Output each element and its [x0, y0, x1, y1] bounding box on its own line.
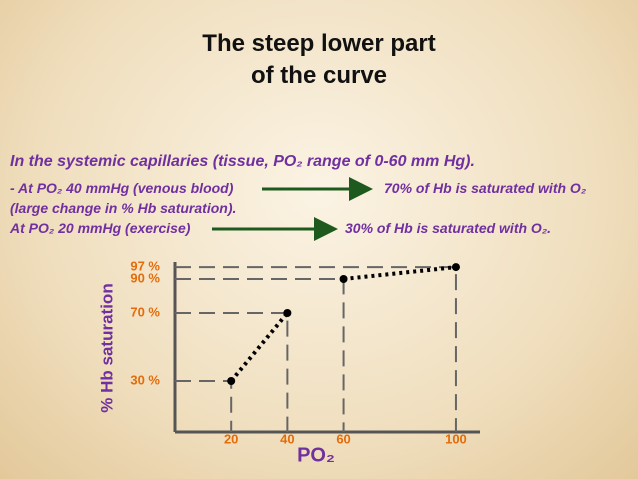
title-line: of the curve — [250, 62, 388, 89]
y-tick-label: 30 % — [130, 372, 160, 387]
y-tick-label: 97 % — [130, 259, 160, 274]
text: 70% of Hb is saturated with O₂ — [384, 180, 587, 196]
x-tick-label: 20 — [224, 431, 238, 446]
x-tick-label: 100 — [445, 431, 467, 446]
y-tick-label: 90 % — [130, 270, 160, 285]
text: (large change in % Hb saturation). — [10, 200, 237, 216]
data-point — [451, 263, 460, 272]
guide-line — [175, 278, 345, 432]
guide-line — [175, 380, 233, 432]
text: 30% of Hb is saturated with O₂. — [345, 220, 552, 236]
y-tick-label: 70 % — [130, 304, 160, 319]
x-tick-label: 40 — [280, 431, 294, 446]
x-axis-label: PO₂ — [297, 444, 335, 466]
data-line — [343, 265, 457, 281]
y-axis-label: % Hb saturation — [97, 283, 116, 412]
guide-line — [175, 266, 457, 432]
text: At PO₂ 20 mmHg (exercise) — [10, 220, 191, 236]
x-tick-label: 60 — [336, 431, 350, 446]
data-line — [229, 311, 289, 383]
text: - At PO₂ 40 mmHg (venous blood) — [10, 180, 234, 196]
data-point — [283, 309, 292, 317]
title-line: The steep lower part — [202, 30, 436, 57]
guide-line — [175, 312, 289, 432]
data-point — [227, 377, 236, 385]
heading: In the systemic capillaries (tissue, PO₂… — [10, 153, 475, 170]
data-point — [339, 275, 348, 283]
